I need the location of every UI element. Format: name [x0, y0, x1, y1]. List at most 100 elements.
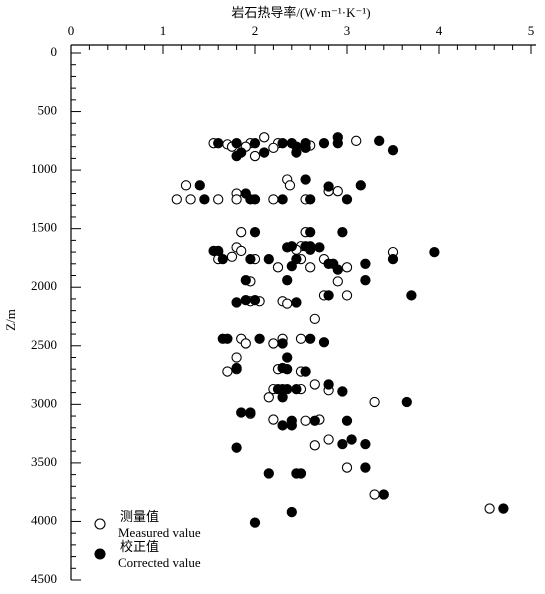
point — [318, 337, 330, 348]
point — [249, 517, 261, 528]
point — [249, 227, 261, 238]
x-tick-label: 5 — [528, 23, 535, 38]
point — [337, 439, 348, 450]
point — [277, 338, 288, 349]
point — [387, 253, 399, 265]
legend-marker — [94, 548, 106, 560]
y-tick-label: 3000 — [31, 395, 57, 410]
point — [323, 290, 334, 301]
point — [369, 396, 380, 408]
point — [254, 333, 265, 344]
legend-label: 校正值 — [120, 539, 159, 554]
point — [194, 180, 205, 191]
y-tick-label: 500 — [38, 103, 58, 118]
point — [309, 440, 320, 451]
point — [282, 352, 293, 363]
y-tick-label: 1500 — [31, 220, 57, 235]
point — [259, 132, 270, 143]
point — [268, 194, 279, 205]
point — [374, 135, 385, 146]
point — [226, 251, 238, 262]
point — [277, 194, 288, 205]
point — [360, 462, 371, 473]
y-tick-label: 1000 — [31, 161, 57, 176]
point — [245, 253, 256, 265]
point — [378, 489, 389, 500]
point — [245, 407, 256, 418]
point — [268, 414, 279, 425]
y-tick-label: 2000 — [31, 278, 57, 293]
point — [284, 180, 296, 191]
legend-marker — [94, 518, 106, 530]
point — [318, 138, 330, 149]
point — [171, 194, 182, 205]
point — [305, 262, 316, 273]
point — [213, 194, 224, 205]
legend-label: 测量值 — [120, 509, 159, 524]
point — [222, 366, 233, 377]
legend-label-en: Corrected value — [118, 555, 201, 570]
point — [305, 194, 316, 205]
y-tick-label: 4000 — [31, 512, 57, 527]
point — [351, 135, 362, 146]
point — [484, 503, 495, 514]
point — [259, 147, 270, 158]
point — [213, 245, 224, 257]
point — [268, 142, 279, 154]
point — [332, 264, 343, 275]
point — [277, 392, 288, 403]
point — [346, 434, 357, 445]
point — [341, 290, 353, 301]
x-tick-label: 0 — [68, 23, 75, 38]
point — [249, 138, 261, 149]
point — [305, 333, 316, 344]
point — [199, 194, 210, 205]
point — [332, 138, 343, 149]
point — [323, 181, 334, 192]
point — [286, 260, 297, 272]
point — [314, 242, 325, 253]
point — [300, 415, 311, 426]
point — [309, 415, 320, 426]
point — [286, 420, 297, 431]
point — [180, 180, 192, 191]
point — [263, 253, 274, 265]
point — [291, 253, 302, 265]
point — [240, 275, 251, 286]
point — [231, 297, 242, 308]
point — [341, 415, 353, 426]
point — [185, 194, 196, 205]
y-tick-label: 0 — [51, 44, 58, 59]
x-tick-label: 4 — [436, 23, 443, 38]
point — [360, 439, 371, 450]
point — [291, 147, 302, 158]
point — [282, 383, 293, 395]
point — [429, 246, 440, 258]
point — [401, 396, 412, 408]
y-tick-label: 2500 — [31, 337, 57, 352]
point — [240, 338, 251, 349]
point — [236, 407, 247, 418]
point — [282, 298, 293, 309]
point — [231, 194, 242, 205]
point — [360, 275, 371, 286]
point — [332, 186, 343, 197]
point — [341, 262, 353, 273]
point — [236, 227, 247, 238]
point — [332, 276, 343, 287]
point — [286, 241, 297, 252]
point — [291, 383, 302, 395]
x-tick-label: 2 — [252, 23, 259, 38]
point — [300, 366, 311, 377]
point — [282, 275, 293, 286]
point — [268, 338, 279, 349]
point — [360, 258, 371, 269]
point — [369, 489, 380, 500]
point — [498, 503, 509, 514]
point — [249, 150, 261, 162]
point — [291, 297, 302, 308]
point — [249, 294, 261, 306]
point — [231, 362, 242, 374]
point — [305, 227, 316, 238]
point — [249, 194, 261, 205]
